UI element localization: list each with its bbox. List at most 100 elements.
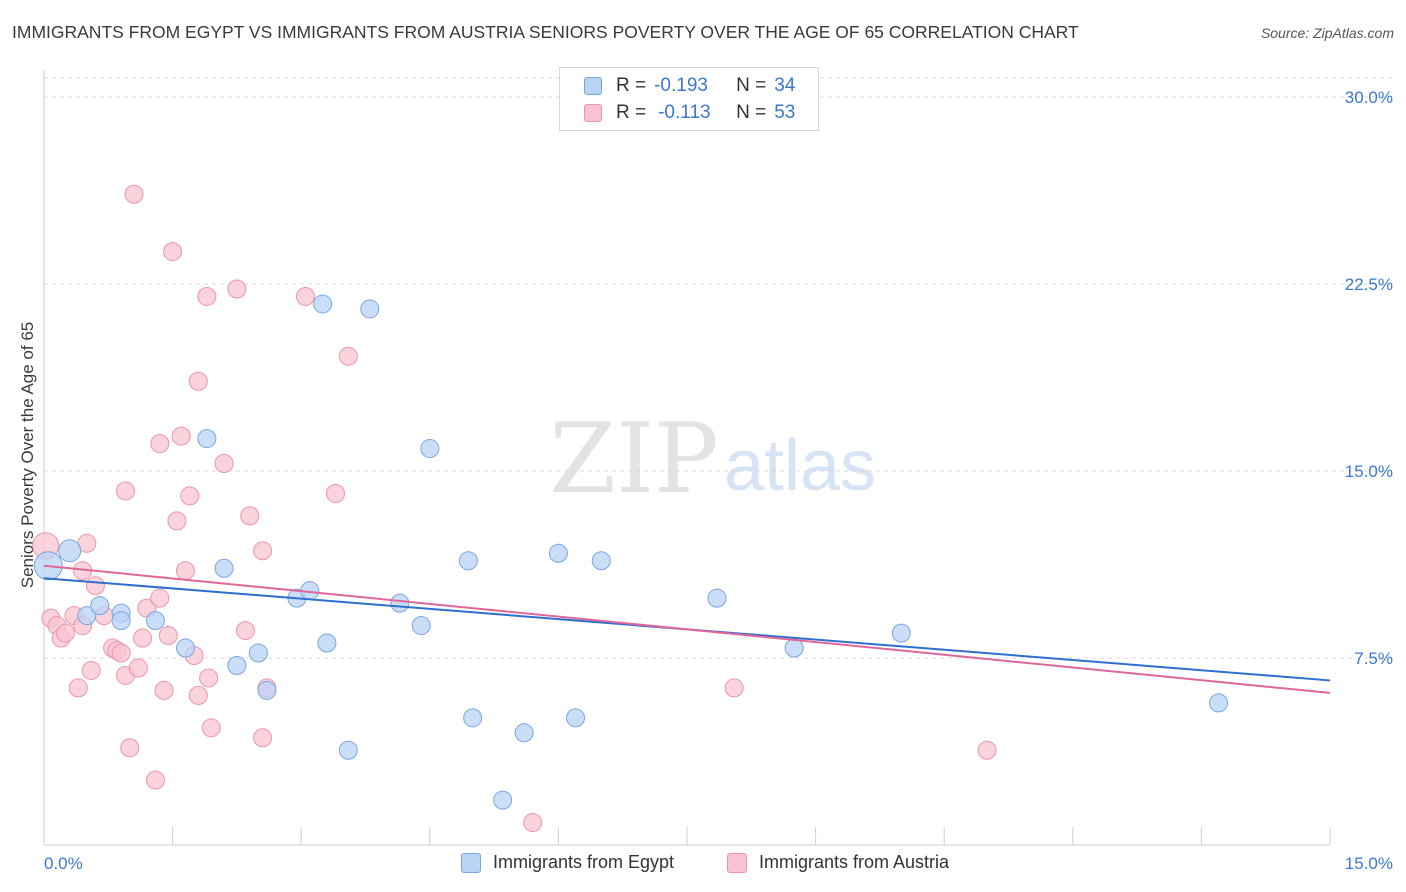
austria-point	[197, 286, 217, 306]
data-points	[32, 184, 1229, 833]
legend-r-value-egypt: -0.193	[654, 75, 708, 96]
x-tick-label: 0.0%	[44, 854, 83, 873]
austria-point	[128, 658, 148, 678]
egypt-point	[175, 638, 195, 658]
egypt-point	[591, 551, 611, 571]
axes	[43, 70, 1331, 846]
egypt-point	[338, 740, 358, 760]
austria-point	[235, 621, 255, 641]
zipatlas-watermark: ZIP atlas	[549, 403, 876, 515]
legend-n-value-austria: 53	[774, 102, 796, 123]
y-tick-label: 22.5%	[1345, 275, 1393, 294]
austria-point	[180, 486, 200, 506]
source-credit: Source: ZipAtlas.com	[1260, 25, 1394, 41]
legend-swatch-egypt	[584, 77, 602, 95]
austria-point	[55, 623, 75, 643]
egypt-point	[77, 606, 97, 626]
egypt-point	[90, 596, 110, 616]
austria-point	[338, 346, 358, 366]
egypt-point	[514, 723, 534, 743]
austria-point	[724, 678, 744, 698]
egypt-point	[1209, 693, 1229, 713]
legend-n-label: N =	[736, 102, 767, 123]
austria-point	[163, 242, 183, 262]
austria-point	[977, 740, 997, 760]
austria-point	[171, 426, 191, 446]
legend-r-label: R =	[616, 102, 647, 123]
austria-point	[188, 685, 208, 705]
grid-lines	[44, 77, 1393, 659]
watermark-atlas: atlas	[724, 426, 876, 506]
egypt-point	[463, 708, 483, 728]
egypt-point	[257, 680, 277, 700]
trend-lines	[43, 564, 1331, 694]
legend-label-austria: Immigrants from Austria	[759, 852, 950, 872]
legend-item-egypt[interactable]: Immigrants from Egypt	[461, 852, 674, 873]
austria-point	[167, 511, 187, 531]
austria-point	[253, 541, 273, 561]
austria-point	[523, 813, 543, 833]
austria-point	[295, 286, 315, 306]
x-tick-label: 15.0%	[1345, 854, 1393, 873]
austria-point	[199, 668, 219, 688]
egypt-point	[411, 616, 431, 636]
legend-swatch-egypt	[461, 852, 481, 873]
egypt-point	[360, 299, 380, 319]
legend-r-label: R =	[616, 75, 647, 96]
tick-labels: 7.5% 15.0% 22.5% 30.0% 0.0% 15.0%	[44, 88, 1393, 873]
egypt-point	[197, 429, 217, 449]
egypt-point	[707, 588, 727, 608]
egypt-point	[420, 439, 440, 459]
y-tick-label: 15.0%	[1345, 462, 1393, 481]
austria-point	[227, 279, 247, 299]
legend-row-egypt: R = -0.193 N = 34	[584, 73, 795, 99]
austria-point	[145, 770, 165, 790]
austria-point	[150, 588, 170, 608]
legend-swatch-austria	[727, 852, 747, 873]
legend-swatch-austria	[584, 104, 602, 122]
austria-point	[188, 371, 208, 391]
legend-item-austria[interactable]: Immigrants from Austria	[727, 852, 949, 873]
egypt-point	[313, 294, 333, 314]
series-legend: Immigrants from Egypt Immigrants from Au…	[0, 852, 1406, 878]
austria-point	[111, 643, 131, 663]
egypt-point	[214, 558, 234, 578]
egypt-point	[493, 790, 513, 810]
austria-point	[133, 628, 153, 648]
egypt-point	[566, 708, 586, 728]
austria-point	[120, 738, 140, 758]
austria-point	[115, 481, 135, 501]
austria-point	[85, 576, 105, 596]
chart-title: IMMIGRANTS FROM EGYPT VS IMMIGRANTS FROM…	[12, 22, 1079, 42]
legend-row-austria: R = -0.113 N = 53	[584, 100, 795, 126]
egypt-point	[784, 638, 804, 658]
austria-point	[158, 626, 178, 646]
egypt-point	[891, 623, 911, 643]
egypt-point	[548, 543, 568, 563]
austria-point	[150, 434, 170, 454]
austria-point	[175, 561, 195, 581]
austria-point	[68, 678, 88, 698]
legend-label-egypt: Immigrants from Egypt	[493, 852, 675, 872]
austria-point	[124, 184, 144, 204]
austria-point	[201, 718, 221, 738]
egypt-point	[111, 611, 131, 631]
legend-n-value-egypt: 34	[774, 75, 796, 96]
correlation-legend: R = -0.193 N = 34 R = -0.113 N = 53	[559, 67, 819, 131]
y-tick-label: 30.0%	[1345, 88, 1393, 107]
egypt-point	[145, 611, 165, 631]
legend-n-label: N =	[736, 75, 767, 96]
austria-point	[214, 454, 234, 474]
austria-point	[325, 483, 345, 503]
legend-r-value-austria: -0.113	[658, 102, 711, 123]
egypt-point	[317, 633, 337, 653]
austria-point	[154, 680, 174, 700]
trend-line-austria	[43, 564, 1331, 694]
egypt-point	[458, 551, 478, 571]
egypt-point	[248, 643, 268, 663]
austria-point	[81, 660, 101, 680]
egypt-point	[58, 539, 82, 563]
egypt-point	[390, 593, 410, 613]
austria-point	[240, 506, 260, 526]
